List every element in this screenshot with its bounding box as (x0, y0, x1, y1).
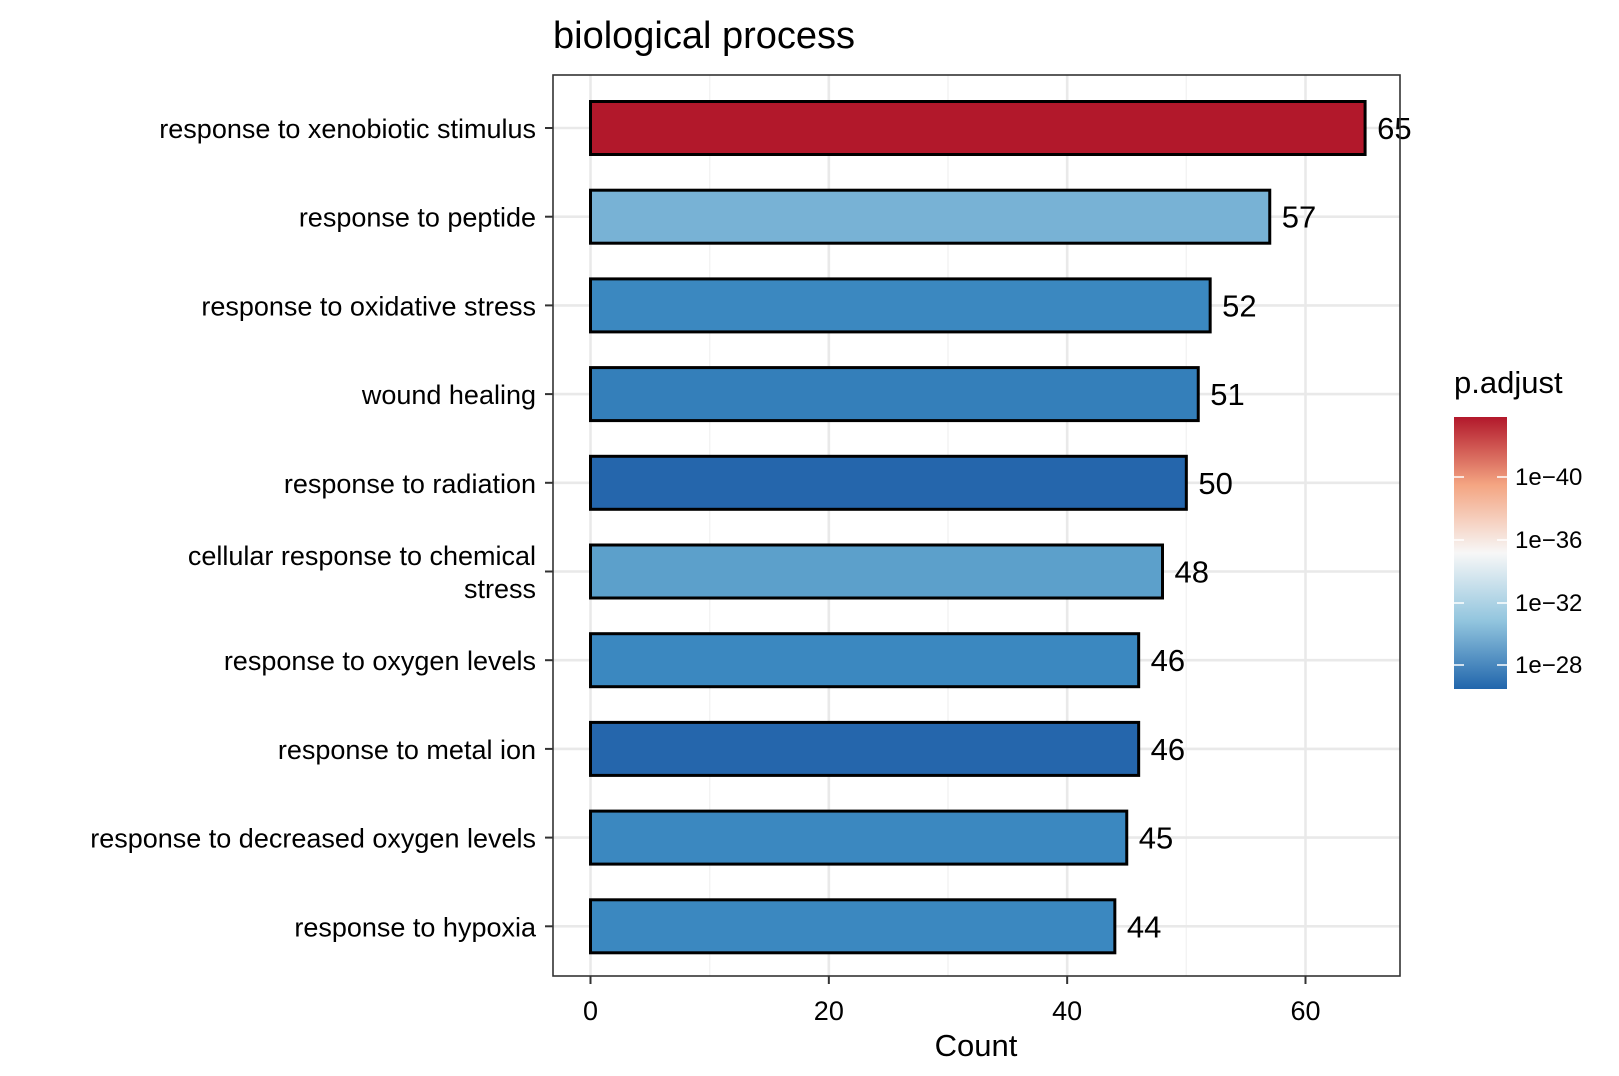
y-tick-label: response to metal ion (278, 735, 536, 765)
bar (589, 100, 1367, 156)
data-label: 44 (1127, 909, 1161, 944)
bar (589, 543, 1164, 600)
legend-label: 1e−32 (1515, 590, 1582, 617)
x-tick-label: 40 (1052, 996, 1082, 1026)
data-label: 48 (1175, 555, 1209, 590)
data-label: 50 (1198, 466, 1232, 501)
bar (589, 366, 1200, 423)
legend: p.adjust 1e−40 1e−36 1e−32 1e−28 (1454, 365, 1582, 689)
bar (589, 632, 1141, 689)
bar (589, 454, 1188, 511)
x-tick-label: 20 (814, 996, 844, 1026)
x-axis-title: Count (935, 1028, 1018, 1063)
legend-ticks: 1e−40 1e−36 1e−32 1e−28 (1454, 464, 1582, 679)
data-label: 57 (1282, 200, 1316, 235)
legend-label: 1e−28 (1515, 652, 1582, 679)
bar (589, 188, 1272, 245)
y-tick-label: response to xenobiotic stimulus (159, 114, 536, 144)
y-tick-label: response to hypoxia (294, 912, 537, 942)
data-label: 51 (1210, 377, 1244, 412)
y-tick-label: cellular response to chemical stress (188, 541, 536, 604)
y-tick-label: wound healing (361, 380, 536, 410)
panel-border (552, 74, 1401, 977)
legend-label: 1e−40 (1515, 464, 1582, 491)
bar (589, 898, 1117, 955)
bar (589, 720, 1141, 777)
data-label: 46 (1151, 643, 1185, 678)
y-tick-label: response to oxygen levels (224, 646, 536, 676)
data-label: 65 (1377, 111, 1411, 146)
y-tick-label: response to peptide (299, 203, 536, 233)
x-axis: 0 20 40 60 (583, 976, 1321, 1026)
chart-title: biological process (553, 15, 855, 57)
y-axis: response to xenobiotic stimulus response … (90, 114, 553, 942)
legend-label: 1e−36 (1515, 527, 1582, 554)
data-label: 45 (1139, 821, 1173, 856)
y-tick-label: response to oxidative stress (201, 291, 536, 321)
x-tick-label: 60 (1290, 996, 1320, 1026)
legend-colorbar (1454, 417, 1507, 689)
data-label: 52 (1222, 288, 1256, 323)
data-label: 46 (1151, 732, 1185, 767)
y-tick-label: response to radiation (284, 469, 536, 499)
bar (589, 277, 1212, 334)
legend-title: p.adjust (1454, 365, 1563, 400)
y-tick-label: response to decreased oxygen levels (90, 824, 536, 854)
bars: 65 57 52 51 50 48 46 46 45 44 (589, 100, 1412, 955)
x-tick-label: 0 (583, 996, 598, 1026)
bar (589, 809, 1129, 866)
